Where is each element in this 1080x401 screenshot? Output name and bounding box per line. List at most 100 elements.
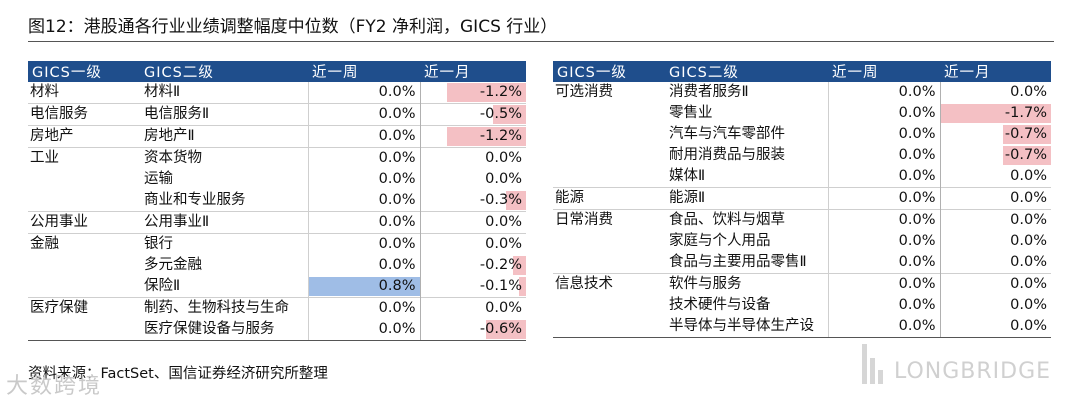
header-gics-l1: GICS一级: [553, 61, 665, 82]
left-table: GICS一级 GICS二级 近一周 近一月 材料 材料Ⅱ 0.0% -1.2% 电信服务…: [28, 61, 526, 341]
source-note: 资料来源：FactSet、国信证券经济研究所整理: [28, 366, 328, 382]
gics-l2-cell: 半导体与半导体生产设: [665, 316, 829, 338]
month-value: 0.0%: [1010, 297, 1047, 313]
month-cell: 0.0%: [940, 209, 1051, 231]
week-cell: 0.0%: [308, 297, 421, 319]
gics-l2-cell: 电信服务Ⅱ: [140, 103, 309, 126]
month-value: -0.6%: [479, 321, 522, 337]
table-row: 工业 资本货物 0.0% 0.0%: [28, 147, 526, 169]
month-cell: 0.0%: [940, 316, 1051, 338]
table-row: 医疗保健 制药、生物科技与生命 0.0% 0.0%: [28, 297, 526, 319]
table-row: 半导体与半导体生产设 0.0% 0.0%: [553, 316, 1051, 338]
month-cell: 0.0%: [940, 231, 1051, 252]
month-cell: -0.2%: [420, 255, 526, 276]
month-cell: -0.1%: [420, 276, 526, 298]
table-row: 材料 材料Ⅱ 0.0% -1.2%: [28, 82, 526, 104]
week-value: 0.0%: [378, 150, 416, 166]
title-divider: [28, 41, 1054, 42]
week-value: 0.0%: [378, 84, 416, 100]
gics-l2-cell: 耐用消费品与服装: [665, 145, 829, 166]
month-value: 0.0%: [485, 236, 522, 252]
gics-l2-cell: 资本货物: [140, 147, 309, 169]
week-cell: 0.0%: [828, 124, 941, 145]
gics-l2-cell: 公用事业Ⅱ: [140, 211, 309, 234]
header-month: 近一月: [420, 61, 526, 82]
week-cell: 0.0%: [828, 231, 941, 252]
header-gics-l2: GICS二级: [140, 61, 308, 82]
gics-l2-cell: 汽车与汽车零部件: [665, 124, 829, 145]
week-value: 0.0%: [378, 236, 416, 252]
header-week: 近一周: [828, 61, 940, 82]
month-bar: [512, 256, 526, 275]
month-value: 0.0%: [1010, 190, 1047, 206]
header-gics-l1: GICS一级: [28, 61, 140, 82]
month-cell: -1.2%: [420, 125, 526, 148]
gics-l1-cell: [553, 124, 665, 145]
month-value: -0.7%: [1004, 147, 1047, 163]
week-value: 0.0%: [378, 214, 416, 230]
week-value: 0.0%: [898, 190, 936, 206]
gics-l2-cell: 多元金融: [140, 255, 309, 276]
gics-l1-cell: 可选消费: [555, 84, 613, 100]
table-row: 运输 0.0% 0.0%: [28, 169, 526, 190]
gics-l2-cell: 商业和专业服务: [140, 190, 309, 212]
month-cell: -0.6%: [420, 319, 526, 341]
week-value: 0.0%: [898, 147, 936, 163]
month-value: 0.0%: [485, 171, 522, 187]
week-value: 0.8%: [378, 278, 416, 294]
table-row: 媒体Ⅱ 0.0% 0.0%: [553, 166, 1051, 188]
gics-l1-cell: 电信服务: [28, 103, 140, 126]
month-bar: [486, 320, 526, 339]
gics-l1-cell: 材料: [30, 84, 59, 100]
month-cell: 0.0%: [420, 147, 526, 169]
table-row: 公用事业 公用事业Ⅱ 0.0% 0.0%: [28, 211, 526, 234]
gics-l1-cell: [553, 103, 665, 124]
month-cell: 0.0%: [940, 273, 1051, 295]
month-bar: [446, 83, 526, 102]
week-cell: 0.0%: [308, 169, 421, 190]
month-value: 0.0%: [1010, 318, 1047, 334]
week-cell: 0.0%: [828, 82, 941, 103]
week-value: 0.0%: [898, 276, 936, 292]
gics-l1-cell: 日常消费: [553, 209, 665, 231]
table-row: 金融 银行 0.0% 0.0%: [28, 233, 526, 255]
week-value: 0.0%: [378, 192, 416, 208]
table-row: 家庭与个人用品 0.0% 0.0%: [553, 231, 1051, 252]
week-cell: 0.0%: [828, 316, 941, 338]
watermark-left: 大数跨境: [6, 374, 103, 399]
gics-l2-cell: 零售业: [665, 103, 829, 124]
gics-l1-cell: 金融: [28, 233, 140, 255]
week-cell: 0.0%: [828, 252, 941, 274]
table-row: 保险Ⅱ 0.8% -0.1%: [28, 276, 526, 298]
week-bar: [308, 277, 419, 296]
gics-l1-cell: [553, 252, 665, 274]
gics-l2-cell: 制药、生物科技与生命: [140, 297, 309, 319]
month-bar: [506, 191, 526, 210]
right-table: GICS一级 GICS二级 近一周 近一月 可选消费 消费者服务Ⅱ 0.0% 0.0%…: [553, 61, 1051, 338]
month-cell: -1.7%: [940, 103, 1051, 124]
header-week: 近一周: [308, 61, 420, 82]
month-value: -0.1%: [479, 278, 522, 294]
week-cell: 0.0%: [308, 233, 421, 255]
table-row: 可选消费 消费者服务Ⅱ 0.0% 0.0%: [553, 82, 1051, 103]
month-cell: 0.0%: [940, 82, 1051, 103]
gics-l2-cell: 运输: [140, 169, 309, 190]
month-cell: 0.0%: [940, 166, 1051, 188]
month-cell: 0.0%: [420, 211, 526, 234]
table-row: 信息技术 软件与服务 0.0% 0.0%: [553, 273, 1051, 295]
week-value: 0.0%: [898, 297, 936, 313]
gics-l2-cell: 医疗保健设备与服务: [140, 319, 309, 341]
gics-l1-cell: [553, 231, 665, 252]
week-value: 0.0%: [898, 84, 936, 100]
week-value: 0.0%: [898, 126, 936, 142]
month-value: 0.0%: [1010, 233, 1047, 249]
week-value: 0.0%: [378, 128, 416, 144]
month-value: -1.7%: [1004, 105, 1047, 121]
week-cell: 0.0%: [828, 103, 941, 124]
table-row: 日常消费 食品、饮料与烟草 0.0% 0.0%: [553, 209, 1051, 231]
gics-l1-cell: [28, 169, 140, 190]
week-value: 0.0%: [898, 233, 936, 249]
table-row: 房地产 房地产Ⅱ 0.0% -1.2%: [28, 125, 526, 148]
month-bar: [940, 104, 1051, 123]
month-value: -1.2%: [479, 84, 522, 100]
